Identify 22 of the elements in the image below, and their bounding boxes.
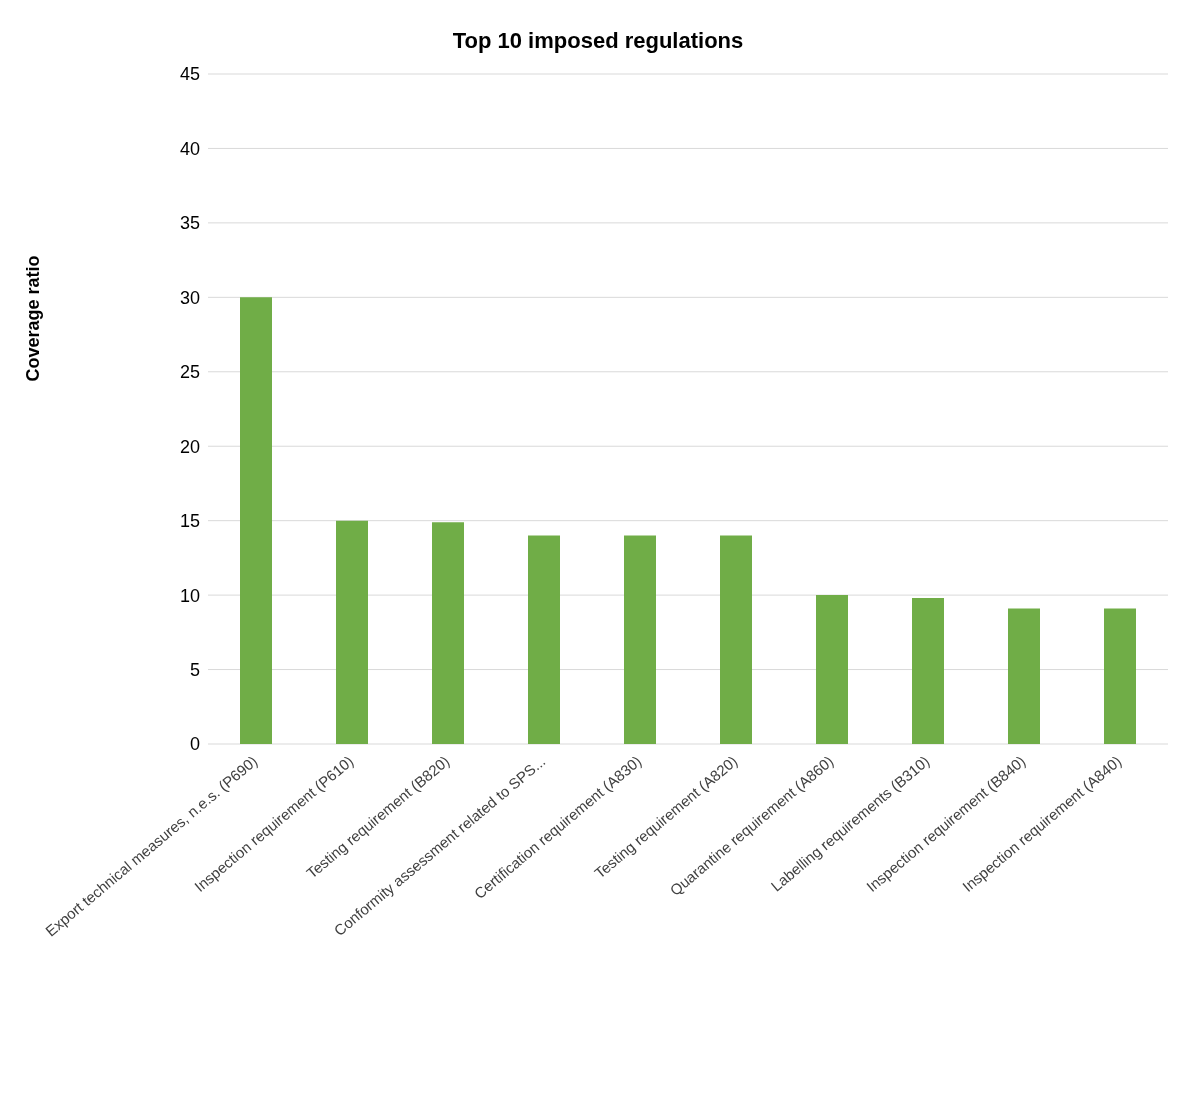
y-tick-label: 45 xyxy=(179,64,200,85)
bar xyxy=(1008,608,1040,744)
y-tick-label: 25 xyxy=(179,362,200,383)
bar xyxy=(816,595,848,744)
y-tick-label: 15 xyxy=(179,511,200,532)
bar xyxy=(624,535,656,744)
bar xyxy=(1104,608,1136,744)
y-tick-label: 5 xyxy=(189,659,200,680)
bar xyxy=(720,535,752,744)
y-axis-title: Coverage ratio xyxy=(22,254,44,382)
bar xyxy=(912,598,944,744)
y-tick-label: 30 xyxy=(179,287,200,308)
y-tick-label: 20 xyxy=(179,436,200,457)
bar xyxy=(528,535,560,744)
y-tick-label: 0 xyxy=(189,734,200,755)
bar xyxy=(336,520,368,744)
bar xyxy=(240,297,272,744)
y-tick-label: 10 xyxy=(179,585,200,606)
bar xyxy=(432,522,464,744)
y-tick-label: 35 xyxy=(179,213,200,234)
chart-title: Top 10 imposed regulations xyxy=(451,27,745,54)
y-tick-label: 40 xyxy=(179,138,200,159)
